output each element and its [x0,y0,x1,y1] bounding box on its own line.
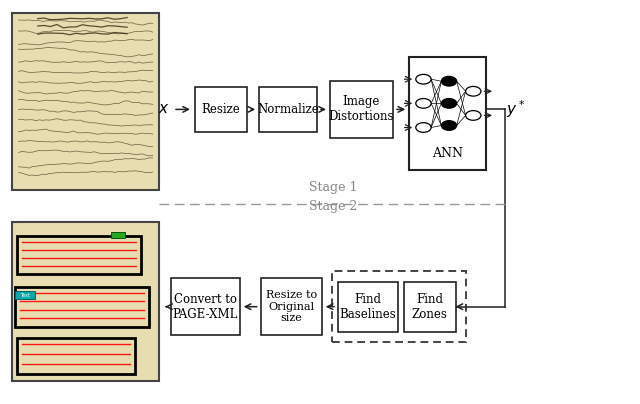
Circle shape [416,74,431,84]
Text: Stage 1: Stage 1 [308,181,357,194]
Circle shape [466,86,481,96]
FancyBboxPatch shape [195,87,247,132]
FancyBboxPatch shape [259,87,317,132]
Circle shape [466,111,481,120]
Text: Image
Distortions: Image Distortions [329,95,394,123]
Circle shape [442,76,457,86]
Text: ANN: ANN [432,147,463,160]
FancyBboxPatch shape [171,278,239,335]
FancyBboxPatch shape [12,222,159,381]
Text: Convert to
PAGE-XML: Convert to PAGE-XML [172,292,237,321]
FancyBboxPatch shape [111,232,125,238]
Text: Find
Baselines: Find Baselines [340,292,396,321]
Text: Find
Zones: Find Zones [412,292,448,321]
Circle shape [416,123,431,133]
Text: $x$: $x$ [158,102,170,116]
Text: Resize: Resize [202,103,241,116]
FancyBboxPatch shape [404,282,456,332]
Text: Normalize: Normalize [257,103,319,116]
FancyBboxPatch shape [15,290,35,299]
Circle shape [442,121,457,130]
Text: Text: Text [20,292,30,297]
Text: Resize to
Original
size: Resize to Original size [266,290,317,323]
Text: $y^*$: $y^*$ [506,99,525,120]
FancyBboxPatch shape [261,278,321,335]
Circle shape [442,99,457,108]
FancyBboxPatch shape [338,282,397,332]
FancyBboxPatch shape [410,57,486,170]
Text: Stage 2: Stage 2 [308,200,357,213]
FancyBboxPatch shape [12,13,159,190]
FancyBboxPatch shape [330,81,393,138]
Circle shape [416,99,431,108]
